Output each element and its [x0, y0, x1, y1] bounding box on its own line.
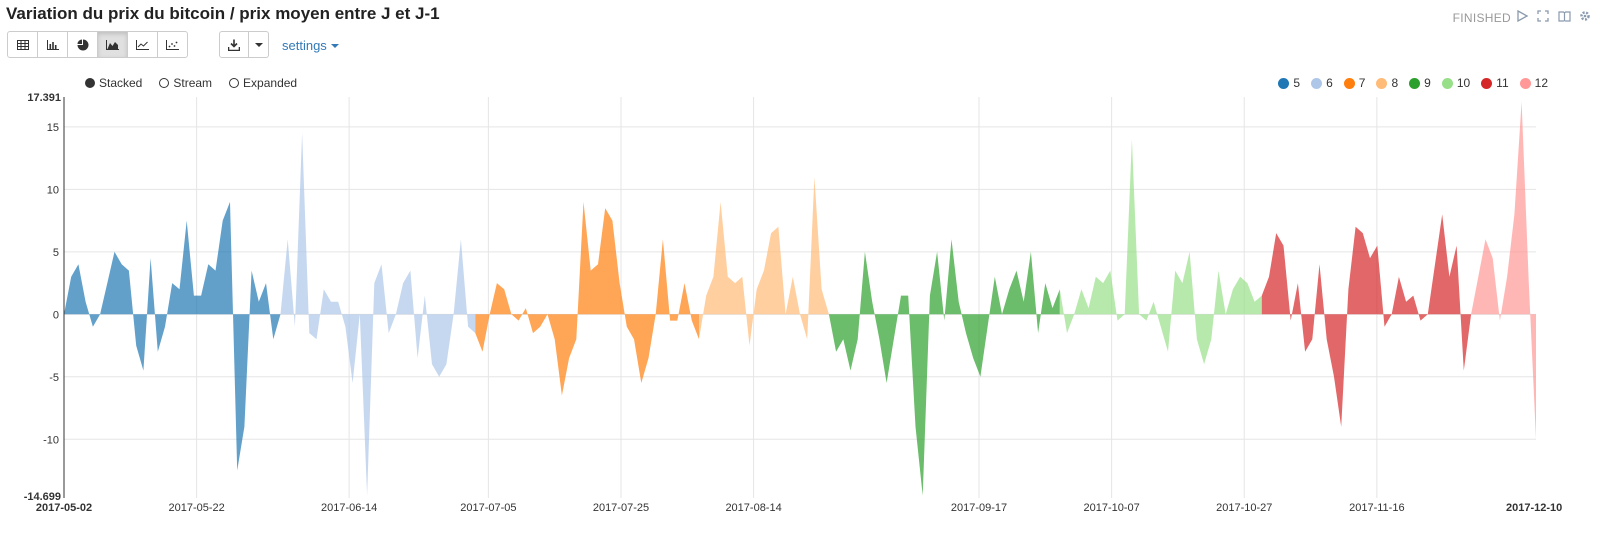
mode-expanded[interactable]: Expanded	[229, 76, 297, 90]
legend-label: 12	[1534, 76, 1548, 90]
area-series-7	[475, 201, 699, 396]
legend-item-5[interactable]: 5	[1278, 76, 1300, 90]
legend-label: 5	[1293, 76, 1301, 90]
table-icon	[16, 39, 29, 50]
download-button[interactable]	[219, 31, 249, 58]
mode-stream-label: Stream	[173, 76, 213, 90]
mode-stream[interactable]: Stream	[159, 76, 212, 90]
bar-chart-icon	[46, 39, 59, 50]
x-tick-label: 2017-11-16	[1349, 502, 1404, 514]
legend-swatch	[1343, 77, 1355, 89]
legend-item-9[interactable]: 9	[1409, 76, 1431, 90]
legend-swatch	[1441, 77, 1453, 89]
legend-label: 8	[1391, 76, 1399, 90]
mode-stacked-label: Stacked	[99, 76, 143, 90]
y-tick-label: 10	[47, 184, 59, 196]
legend-label: 7	[1358, 76, 1366, 90]
scatter-chart-icon	[166, 39, 179, 50]
legend-item-8[interactable]: 8	[1376, 76, 1398, 90]
x-tick-label: 2017-10-07	[1083, 502, 1139, 514]
gear-icon[interactable]	[1578, 9, 1592, 23]
legend-label: 9	[1424, 76, 1431, 90]
scatter-chart-button[interactable]	[157, 31, 188, 58]
area-chart-button[interactable]	[97, 31, 128, 58]
download-group	[219, 31, 269, 58]
expand-icon[interactable]	[1536, 9, 1550, 23]
settings-label: settings	[282, 38, 327, 53]
x-axis-start-label: 2017-05-02	[36, 502, 92, 514]
x-tick-label: 2017-05-22	[168, 502, 224, 514]
area-series-11	[1261, 214, 1472, 427]
area-series-10	[1059, 139, 1262, 365]
mode-expanded-label: Expanded	[243, 76, 298, 90]
settings-toggle[interactable]: settings	[282, 38, 339, 53]
page-title: Variation du prix du bitcoin / prix moye…	[6, 4, 440, 23]
y-tick-label: 5	[53, 247, 59, 259]
area-series-6	[280, 133, 476, 496]
x-tick-label: 2017-06-14	[321, 502, 377, 514]
mode-stacked[interactable]: Stacked	[85, 76, 142, 90]
legend-item-10[interactable]: 10	[1441, 76, 1471, 90]
pie-chart-button[interactable]	[67, 31, 98, 58]
legend-swatch	[1481, 77, 1493, 89]
radio-icon	[229, 78, 240, 88]
play-icon[interactable]	[1515, 9, 1529, 23]
chart-type-toolbar	[7, 31, 188, 58]
y-tick-label: 0	[53, 309, 59, 321]
book-icon[interactable]	[1557, 9, 1571, 23]
legend-swatch	[1409, 77, 1421, 89]
area-chart-icon	[106, 39, 119, 50]
status-label: FINISHED	[1452, 11, 1511, 25]
legend-swatch	[1311, 77, 1323, 89]
x-tick-label: 2017-07-05	[460, 502, 516, 514]
y-tick-label: 15	[47, 122, 59, 134]
legend-item-12[interactable]: 12	[1519, 76, 1548, 90]
legend-label: 6	[1326, 76, 1333, 90]
legend-item-11[interactable]: 11	[1481, 76, 1509, 90]
line-chart-icon	[136, 39, 149, 50]
legend-swatch	[1278, 77, 1290, 89]
paragraph-controls	[1515, 9, 1592, 23]
x-axis-end-label: 2017-12-10	[1506, 502, 1562, 514]
y-axis-max-label: 17.391	[27, 92, 61, 104]
x-tick-label: 2017-08-14	[725, 502, 781, 514]
x-tick-label: 2017-10-27	[1216, 502, 1272, 514]
chevron-down-icon	[330, 43, 339, 48]
download-dropdown-toggle[interactable]	[249, 31, 269, 58]
chart-legend: 5 6 7 8 9 10 11 12	[1278, 76, 1548, 90]
area-series-8	[699, 176, 829, 346]
legend-swatch	[1519, 77, 1531, 89]
y-axis-min-label: -14.699	[24, 491, 61, 503]
radio-icon	[85, 78, 95, 88]
legend-item-7[interactable]: 7	[1343, 76, 1366, 90]
y-tick-label: -10	[43, 434, 59, 446]
legend-label: 11	[1496, 76, 1509, 90]
chevron-down-icon	[254, 42, 263, 47]
area-series-12	[1471, 101, 1536, 440]
stack-mode-controls: Stacked Stream Expanded	[85, 76, 297, 90]
radio-icon	[159, 78, 170, 88]
legend-label: 10	[1456, 76, 1471, 90]
area-series-9	[828, 239, 1060, 496]
bar-chart-button[interactable]	[37, 31, 68, 58]
legend-swatch	[1376, 77, 1388, 89]
download-icon	[228, 39, 240, 51]
y-tick-label: -5	[49, 372, 59, 384]
area-series-5	[64, 201, 281, 471]
x-tick-label: 2017-09-17	[951, 502, 1007, 514]
legend-item-6[interactable]: 6	[1311, 76, 1333, 90]
x-tick-label: 2017-07-25	[593, 502, 649, 514]
pie-chart-icon	[77, 39, 88, 50]
